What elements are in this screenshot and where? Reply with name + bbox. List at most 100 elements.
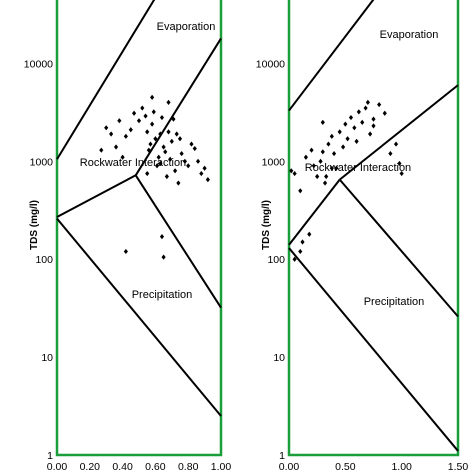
chart-panel-right: 1 10 100 1000 10000 0.00 0.50 1.00 1.50 Evapora… <box>256 0 469 473</box>
data-point <box>292 170 297 177</box>
data-point <box>195 158 201 164</box>
data-point <box>132 110 137 116</box>
y-tick-label: 10 <box>41 352 53 364</box>
data-point <box>341 144 346 150</box>
data-point <box>329 165 334 171</box>
data-point <box>348 114 354 121</box>
data-point <box>298 188 303 194</box>
data-point <box>289 168 294 174</box>
data-point <box>371 123 376 129</box>
data-point <box>292 256 297 262</box>
data-point <box>176 180 181 186</box>
data-point <box>320 119 325 125</box>
x-tick-labels-right: 0.00 0.50 1.00 1.50 <box>279 461 469 473</box>
boundary-line-upper-right <box>339 84 459 181</box>
data-point <box>345 136 350 142</box>
data-point <box>337 129 342 135</box>
data-point <box>329 133 334 139</box>
data-point <box>360 119 365 125</box>
y-axis-title-left: TDS (mg/l) <box>29 200 40 250</box>
data-point <box>377 101 382 108</box>
data-point <box>117 118 122 124</box>
data-point <box>324 173 329 180</box>
data-point <box>145 129 150 135</box>
y-tick-labels-left: 1 10 100 1000 10000 <box>24 58 53 462</box>
boundary-line-bottom <box>56 217 222 417</box>
data-point <box>104 125 109 131</box>
data-point <box>303 154 308 160</box>
boundary-line-upper-right <box>134 37 222 176</box>
region-label-rockwater-interaction: Rockwater Interaction <box>305 162 411 174</box>
y-tick-label: 1000 <box>30 156 54 168</box>
data-point <box>123 133 128 139</box>
y-tick-label: 1 <box>47 450 53 462</box>
y-axis-title-right: TDS (mg/l) <box>261 200 272 250</box>
data-point <box>158 131 163 137</box>
data-point <box>186 163 191 169</box>
data-point <box>159 114 165 121</box>
data-point <box>166 129 171 135</box>
data-point <box>397 160 402 167</box>
data-point <box>148 141 153 147</box>
y-tick-label: 10000 <box>24 58 53 70</box>
boundary-line-lower-right <box>134 174 222 309</box>
data-point <box>120 154 125 160</box>
x-tick-labels-left: 0.00 0.20 0.40 0.60 0.80 1.00 <box>47 461 232 473</box>
data-point <box>113 144 119 150</box>
region-label-precipitation: Precipitation <box>364 296 425 308</box>
data-point <box>140 105 145 111</box>
data-point <box>199 170 204 177</box>
boundary-line-bottom <box>288 247 459 452</box>
data-point <box>156 154 161 160</box>
data-point <box>368 131 373 137</box>
plot-frame-left <box>55 0 223 457</box>
data-point <box>151 109 156 115</box>
data-point <box>354 138 359 144</box>
data-point <box>163 149 168 155</box>
data-point <box>159 234 165 240</box>
data-point <box>166 99 171 105</box>
y-tick-label: 1000 <box>262 156 286 168</box>
x-tick-label: 1.00 <box>391 461 412 473</box>
data-point <box>109 131 114 137</box>
data-point <box>298 248 303 255</box>
y-tick-label: 100 <box>35 254 53 266</box>
data-point <box>174 131 179 137</box>
data-point <box>128 127 133 133</box>
boundary-line-lower-right <box>338 178 459 318</box>
data-point <box>326 141 331 147</box>
data-point <box>173 168 178 174</box>
data-point <box>320 149 325 155</box>
y-tick-label: 1 <box>279 450 285 462</box>
data-point <box>123 248 128 255</box>
data-point <box>382 110 387 116</box>
region-label-evaporation: Evaporation <box>157 21 216 33</box>
data-point <box>136 118 142 124</box>
x-tick-label: 0.00 <box>279 461 300 473</box>
data-point <box>322 180 328 186</box>
data-point <box>202 165 207 171</box>
x-tick-label: 0.80 <box>178 461 199 473</box>
data-point <box>153 136 158 142</box>
data-point <box>164 173 169 180</box>
data-point <box>356 109 361 115</box>
data-points-right <box>289 99 404 262</box>
y-tick-label: 10 <box>273 352 285 364</box>
data-point <box>161 254 166 260</box>
boundary-line-upper-left <box>56 0 156 160</box>
boundary-lines-left <box>56 0 222 417</box>
data-point <box>315 173 320 180</box>
data-points-left <box>99 94 210 260</box>
x-tick-label: 0.50 <box>335 461 356 473</box>
boundary-line-lower-left <box>288 179 341 246</box>
boundary-line-upper-left <box>288 0 375 112</box>
data-point <box>146 147 151 153</box>
data-point <box>334 165 339 171</box>
x-tick-label: 0.60 <box>145 461 166 473</box>
data-point <box>161 144 166 150</box>
data-point <box>309 147 314 153</box>
data-point <box>365 99 370 105</box>
x-tick-label: 1.00 <box>211 461 232 473</box>
data-point <box>371 116 376 122</box>
data-point <box>145 170 150 177</box>
